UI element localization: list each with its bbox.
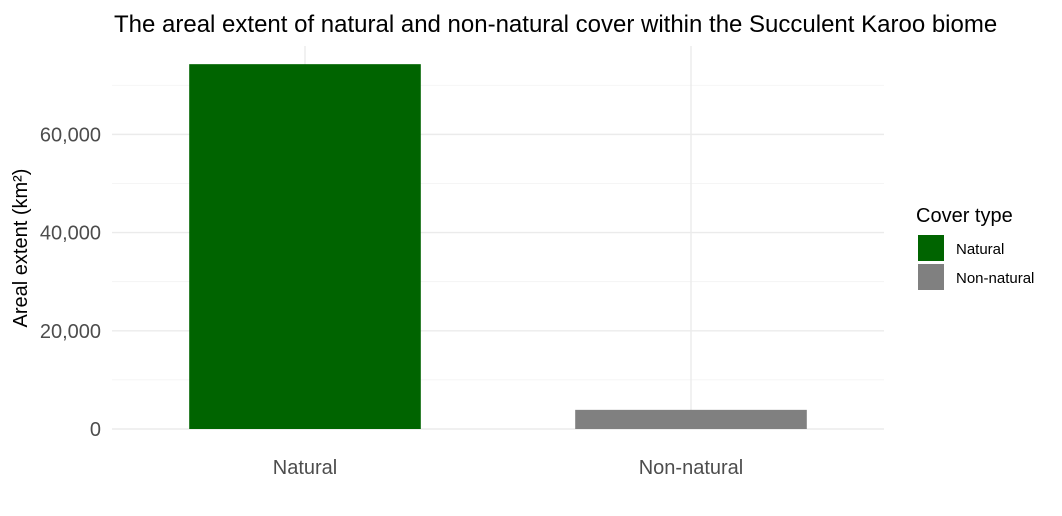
chart-title: The areal extent of natural and non-natu… bbox=[114, 11, 997, 38]
x-axis-ticks: Natural Non-natural bbox=[273, 457, 744, 479]
x-tick-label: Non-natural bbox=[639, 457, 744, 479]
y-axis-title: Areal extent (km²) bbox=[10, 169, 32, 328]
legend-label: Natural bbox=[956, 241, 1004, 258]
legend: Cover type Natural Non-natural bbox=[916, 205, 1034, 290]
y-tick-label: 60,000 bbox=[40, 124, 101, 146]
legend-swatch bbox=[918, 264, 944, 290]
bar-non-natural bbox=[575, 409, 807, 429]
bars bbox=[189, 64, 807, 430]
y-tick-label: 40,000 bbox=[40, 223, 101, 245]
y-tick-label: 20,000 bbox=[40, 321, 101, 343]
bar-natural bbox=[189, 64, 421, 430]
legend-swatch bbox=[918, 235, 944, 261]
y-axis-ticks: 0 20,000 40,000 60,000 bbox=[40, 124, 101, 441]
legend-label: Non-natural bbox=[956, 270, 1034, 287]
x-tick-label: Natural bbox=[273, 457, 337, 479]
legend-title: Cover type bbox=[916, 205, 1013, 227]
y-tick-label: 0 bbox=[90, 419, 101, 441]
